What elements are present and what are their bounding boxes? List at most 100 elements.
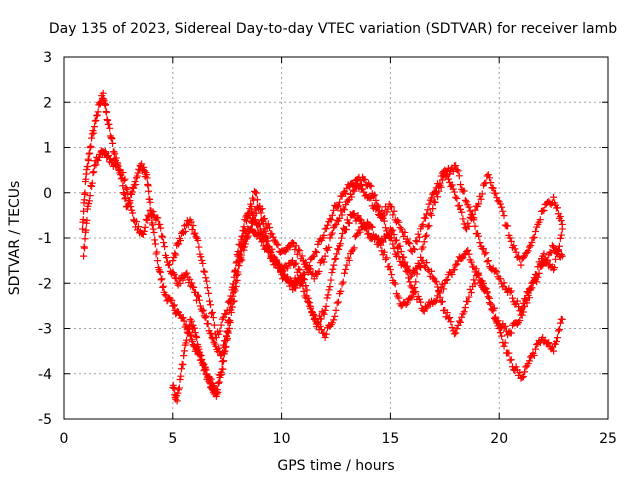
data-point [201,314,209,322]
data-point [241,227,249,235]
data-point [113,161,121,169]
data-point [403,268,411,276]
data-point [482,284,490,292]
data-point [367,194,375,202]
data-point [333,299,341,307]
data-point [214,388,222,396]
data-point [339,205,347,213]
data-point [330,316,338,324]
data-point [247,225,255,233]
data-point [174,389,182,397]
data-point [339,229,347,237]
data-point [383,254,391,262]
data-point [324,291,332,299]
data-point [183,336,191,344]
data-point [334,202,342,210]
data-point [507,356,515,364]
data-point [217,371,225,379]
data-point [553,334,561,342]
data-point [412,288,420,296]
data-point [326,234,334,242]
data-point [83,216,91,224]
data-point [283,273,291,281]
data-point [518,373,526,381]
data-point [406,240,414,248]
data-point [311,247,319,255]
data-point [146,198,154,206]
data-point [126,199,134,207]
data-point [496,275,504,283]
data-point [464,246,472,254]
data-point [500,212,508,220]
data-point [550,193,558,201]
data-point [154,257,162,265]
data-point [492,189,500,197]
data-point [338,192,346,200]
data-point [321,252,329,260]
data-point [216,327,224,335]
data-point [141,223,149,231]
data-point [350,187,358,195]
data-point [85,157,93,165]
data-point [516,316,524,324]
data-point [215,378,223,386]
data-point [523,248,531,256]
y-tick-label: -4 [38,367,52,383]
data-point [123,185,131,193]
data-point [252,189,260,197]
data-point [296,266,304,274]
data-point [540,206,548,214]
data-point [442,168,450,176]
data-point [533,278,541,286]
data-point [486,294,494,302]
data-point [328,211,336,219]
data-point [156,268,164,276]
data-point [557,217,565,225]
data-point [555,326,563,334]
data-point [411,246,419,254]
data-point [315,267,323,275]
data-point [204,320,212,328]
data-point [519,254,527,262]
data-point [556,319,564,327]
data-point [501,339,509,347]
data-point [420,238,428,246]
data-point [470,276,478,284]
data-point [226,297,234,305]
data-point [305,298,313,306]
data-point [92,116,100,124]
data-point [498,332,506,340]
data-point [281,248,289,256]
data-point [501,322,509,330]
data-point [470,214,478,222]
data-point [292,259,300,267]
data-point [200,267,208,275]
data-point [161,291,169,299]
data-point [524,247,532,255]
data-point [402,267,410,275]
data-point [322,225,330,233]
data-point [223,328,231,336]
data-point [525,294,533,302]
x-tick-label: 10 [273,431,291,447]
data-point [333,250,341,258]
data-point [450,330,458,338]
data-point [517,261,525,269]
data-point [197,351,205,359]
data-point [464,219,472,227]
data-point [165,260,173,268]
data-point [453,325,461,333]
data-point [180,347,188,355]
x-tick-label: 15 [381,431,399,447]
data-point [441,166,449,174]
data-point [403,235,411,243]
data-point [175,384,183,392]
data-point [431,277,439,285]
data-point [253,196,261,204]
data-point [521,368,529,376]
x-tick-label: 0 [60,431,69,447]
data-point [190,283,198,291]
data-point [489,184,497,192]
data-point [206,374,214,382]
data-point [232,267,240,275]
